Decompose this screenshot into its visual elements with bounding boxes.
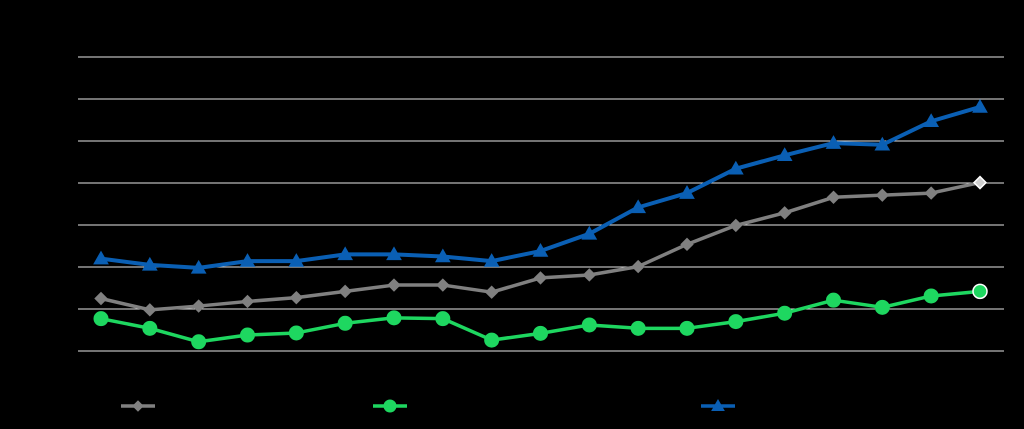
circle-marker	[383, 399, 397, 413]
circle-marker	[240, 327, 255, 343]
diamond-marker	[387, 278, 401, 292]
triangle-marker	[386, 246, 402, 261]
triangle-marker	[825, 135, 842, 149]
circle-marker	[728, 314, 744, 330]
legend-item-blue	[701, 398, 735, 411]
triangle-marker	[711, 398, 725, 411]
legend-item-green	[373, 399, 407, 413]
triangle-marker	[288, 253, 305, 267]
triangle-marker	[923, 113, 940, 128]
triangle-marker	[93, 250, 109, 265]
triangle-marker	[679, 185, 695, 199]
circle-marker	[484, 332, 500, 348]
diamond-marker	[582, 268, 597, 282]
series-blue	[93, 98, 988, 274]
diamond-marker	[240, 294, 255, 309]
circle-marker	[435, 311, 451, 327]
triangle-marker	[483, 253, 500, 267]
circle-marker	[581, 317, 597, 333]
diamond-marker	[875, 188, 890, 202]
circle-marker	[288, 325, 304, 341]
triangle-marker	[776, 147, 793, 162]
triangle-marker	[727, 160, 744, 175]
circle-marker	[777, 305, 793, 321]
diamond-marker	[338, 284, 352, 299]
gridlines	[78, 56, 1004, 352]
triangle-marker	[532, 243, 549, 257]
circle-marker	[826, 292, 841, 308]
triangle-marker	[239, 253, 256, 267]
circle-marker	[142, 320, 158, 336]
diamond-marker	[132, 400, 144, 412]
triangle-marker	[972, 98, 988, 113]
circle-marker	[630, 320, 646, 336]
diamond-marker	[826, 190, 841, 204]
circle-marker	[191, 334, 207, 350]
diamond-marker	[680, 237, 694, 252]
triangle-marker	[581, 225, 598, 240]
circle-marker	[679, 320, 695, 336]
diamond-marker	[289, 290, 304, 305]
circle-marker	[874, 299, 890, 315]
diamond-marker	[533, 271, 548, 285]
triangle-marker	[141, 256, 158, 271]
diamond-marker	[191, 299, 206, 313]
triangle-marker	[190, 259, 207, 274]
triangle-marker	[337, 246, 354, 261]
legend-item-gray	[121, 400, 155, 412]
diamond-marker	[436, 278, 450, 292]
diamond-marker	[777, 206, 792, 220]
diamond-marker	[729, 218, 743, 233]
legend	[121, 398, 735, 413]
triangle-marker	[434, 248, 451, 263]
series-green	[93, 283, 988, 350]
circle-marker	[923, 288, 939, 304]
circle-marker	[93, 311, 109, 327]
diamond-marker	[143, 303, 157, 317]
series-group	[93, 98, 988, 350]
circle-marker	[533, 325, 548, 341]
circle-marker	[386, 310, 402, 326]
triangle-marker	[874, 136, 891, 151]
diamond-marker	[972, 175, 988, 190]
circle-marker	[972, 283, 988, 300]
diamond-marker	[924, 186, 938, 200]
circle-marker	[337, 315, 353, 331]
diamond-marker	[94, 291, 108, 306]
triangle-marker	[630, 199, 647, 214]
diamond-marker	[484, 285, 499, 299]
series-gray	[94, 175, 988, 317]
diamond-marker	[631, 259, 645, 274]
